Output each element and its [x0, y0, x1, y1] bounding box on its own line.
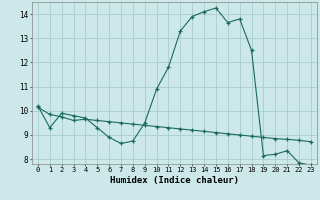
- X-axis label: Humidex (Indice chaleur): Humidex (Indice chaleur): [110, 176, 239, 185]
